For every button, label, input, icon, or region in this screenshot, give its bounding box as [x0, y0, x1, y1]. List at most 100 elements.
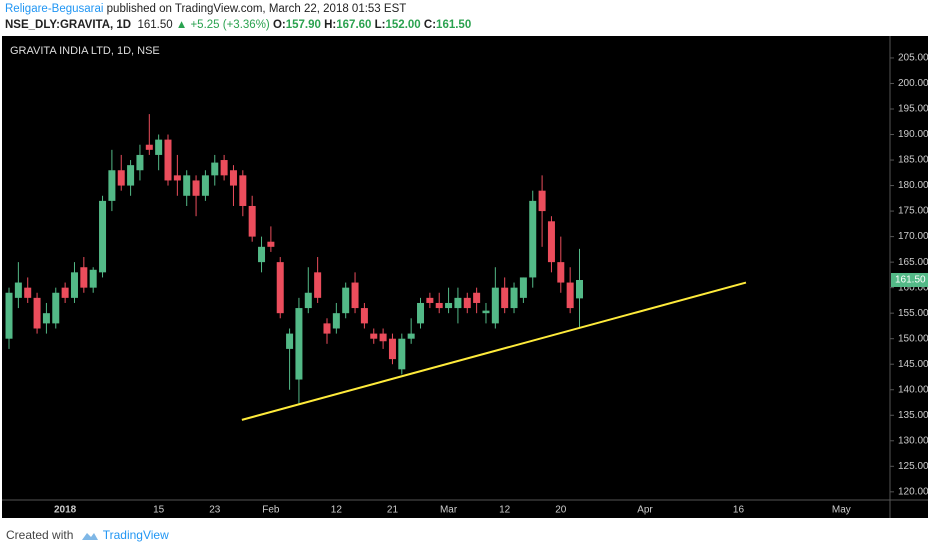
- y-tick-label: 135.00: [898, 410, 929, 421]
- candle-body: [70, 272, 78, 298]
- candle-body: [351, 282, 359, 309]
- candle-body: [529, 200, 537, 278]
- x-tick-label: 21: [387, 505, 399, 516]
- x-tick-label: 16: [733, 505, 745, 516]
- chart-title: GRAVITA INDIA LTD, 1D, NSE: [10, 45, 160, 57]
- candle-body: [201, 175, 209, 196]
- candle-body: [258, 246, 266, 263]
- candle-body: [576, 279, 584, 299]
- candle-body: [295, 308, 303, 380]
- candle-body: [304, 292, 312, 309]
- candle-body: [538, 190, 546, 212]
- y-tick-label: 140.00: [898, 384, 929, 395]
- x-tick-label: May: [832, 505, 851, 516]
- candle-body: [117, 170, 125, 186]
- y-tick-label: 145.00: [898, 359, 929, 370]
- candle-body: [239, 175, 247, 206]
- price-marker-label: 161.50: [895, 275, 926, 286]
- y-tick-label: 200.00: [898, 78, 929, 89]
- x-tick-label: Feb: [262, 505, 280, 516]
- candle-body: [501, 287, 509, 309]
- o-label: O:: [272, 19, 286, 31]
- candle-body: [52, 292, 60, 324]
- candle-body: [267, 241, 275, 247]
- y-tick-label: 195.00: [898, 104, 929, 115]
- x-tick-label: 20: [555, 505, 567, 516]
- c-label: C:: [423, 19, 437, 31]
- y-tick-label: 170.00: [898, 231, 929, 242]
- candle-body: [61, 287, 69, 298]
- published: published on TradingView.com, March 22, …: [106, 3, 407, 15]
- candle-body: [417, 302, 425, 324]
- candle-body: [145, 144, 153, 150]
- o-value: 157.90: [285, 19, 321, 31]
- logo: [81, 532, 98, 540]
- candle-body: [5, 292, 13, 339]
- change: ▲ +5.25 (+3.36%): [175, 19, 270, 31]
- y-tick-label: 150.00: [898, 333, 929, 344]
- candle-body: [136, 154, 144, 171]
- candle-body: [183, 175, 191, 196]
- x-tick-label: 2018: [54, 505, 77, 516]
- candle-body: [14, 282, 22, 298]
- x-tick-label: 12: [499, 505, 511, 516]
- candle-body: [229, 170, 237, 186]
- candle-body: [164, 139, 172, 181]
- author[interactable]: Religare-Begusarai: [5, 3, 104, 15]
- publish-line: Religare-Begusarai published on TradingV…: [5, 3, 406, 15]
- y-tick-label: 130.00: [898, 435, 929, 446]
- candle-body: [398, 338, 406, 370]
- y-tick-label: 120.00: [898, 486, 929, 497]
- footer: Created with TradingView: [6, 528, 169, 542]
- candle-body: [510, 287, 518, 309]
- candle-body: [435, 302, 443, 309]
- price-marker: [891, 272, 928, 287]
- candle-body: [276, 262, 284, 314]
- candle-body: [155, 139, 163, 155]
- chart-background: [2, 36, 928, 518]
- candle-body: [360, 308, 368, 324]
- candle-body: [370, 333, 378, 339]
- candle-body: [388, 338, 396, 360]
- h-value: 167.60: [336, 19, 372, 31]
- candle-body: [519, 277, 527, 298]
- candle-body: [491, 287, 499, 324]
- x-tick-label: 15: [153, 505, 165, 516]
- candle-body: [332, 313, 340, 329]
- candle-body: [173, 175, 181, 181]
- h-label: H:: [324, 19, 337, 31]
- created: Created with: [6, 528, 74, 542]
- candle-body: [407, 333, 415, 339]
- candle-body: [342, 287, 350, 314]
- x-tick-label: 23: [209, 505, 221, 516]
- brand[interactable]: TradingView: [102, 528, 169, 542]
- candle-body: [445, 302, 453, 309]
- y-tick-label: 155.00: [898, 308, 929, 319]
- l-value: 152.00: [385, 19, 421, 31]
- candle-body: [127, 165, 135, 186]
- candle-body: [463, 297, 471, 309]
- candle-body: [566, 282, 574, 309]
- candle-body: [42, 313, 50, 324]
- chart: GRAVITA INDIA LTD, 1D, NSE 120.00 125.00 1…: [2, 36, 929, 518]
- y-tick-label: 125.00: [898, 461, 929, 472]
- candle-body: [482, 310, 490, 314]
- x-tick-label: Apr: [637, 505, 653, 516]
- candle-body: [211, 162, 219, 176]
- y-tick-label: 160.00: [898, 282, 929, 293]
- l-label: L:: [374, 19, 386, 31]
- candle-body: [454, 297, 462, 309]
- c-value: 161.50: [436, 19, 472, 31]
- y-tick-label: 180.00: [898, 180, 929, 191]
- candle-body: [473, 292, 481, 303]
- candle-body: [379, 333, 387, 342]
- candle-body: [89, 269, 97, 288]
- candle-body: [99, 200, 107, 273]
- price: 161.50: [137, 19, 173, 31]
- candle-body: [314, 272, 322, 298]
- candle-body: [248, 205, 256, 237]
- y-tick-label: 175.00: [898, 206, 929, 217]
- candle-body: [33, 297, 41, 329]
- candle-body: [323, 323, 331, 334]
